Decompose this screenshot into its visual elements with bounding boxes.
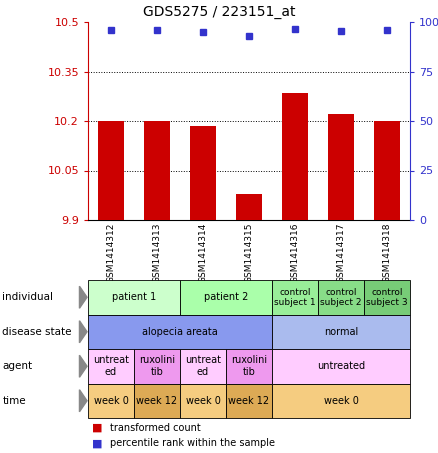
Text: untreated: untreated xyxy=(317,361,365,371)
Text: ■: ■ xyxy=(92,423,103,433)
Polygon shape xyxy=(79,355,87,377)
Bar xyxy=(145,121,170,220)
Polygon shape xyxy=(79,321,87,343)
Bar xyxy=(191,126,215,220)
Polygon shape xyxy=(79,286,87,308)
Text: week 0: week 0 xyxy=(186,396,220,406)
Bar xyxy=(99,121,124,220)
Text: agent: agent xyxy=(2,361,32,371)
Text: week 12: week 12 xyxy=(229,396,269,406)
Text: patient 2: patient 2 xyxy=(204,292,248,302)
Bar xyxy=(283,93,307,220)
Text: individual: individual xyxy=(2,292,53,302)
Text: week 0: week 0 xyxy=(324,396,358,406)
Text: untreat
ed: untreat ed xyxy=(93,356,129,377)
Text: ruxolini
tib: ruxolini tib xyxy=(139,356,175,377)
Text: patient 1: patient 1 xyxy=(112,292,156,302)
Text: ■: ■ xyxy=(92,439,103,448)
Polygon shape xyxy=(79,390,87,412)
Text: percentile rank within the sample: percentile rank within the sample xyxy=(110,439,275,448)
Text: untreat
ed: untreat ed xyxy=(185,356,221,377)
Bar xyxy=(237,193,261,220)
Bar xyxy=(328,115,353,220)
Text: control
subject 3: control subject 3 xyxy=(366,288,408,307)
Text: week 0: week 0 xyxy=(94,396,128,406)
Text: disease state: disease state xyxy=(2,327,72,337)
Text: control
subject 2: control subject 2 xyxy=(320,288,362,307)
Bar xyxy=(374,121,399,220)
Text: alopecia areata: alopecia areata xyxy=(142,327,218,337)
Text: week 12: week 12 xyxy=(137,396,177,406)
Text: normal: normal xyxy=(324,327,358,337)
Text: time: time xyxy=(2,396,26,406)
Text: ruxolini
tib: ruxolini tib xyxy=(231,356,267,377)
Text: control
subject 1: control subject 1 xyxy=(274,288,316,307)
Text: transformed count: transformed count xyxy=(110,423,201,433)
Text: GDS5275 / 223151_at: GDS5275 / 223151_at xyxy=(143,5,295,19)
